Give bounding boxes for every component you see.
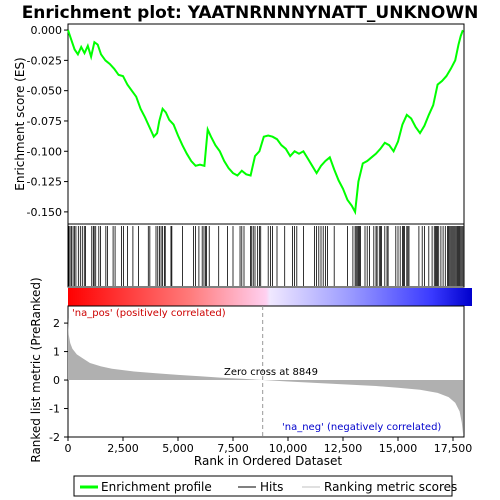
es-y-tick-label: -0.025 (27, 54, 62, 67)
es-y-tick-label: -0.100 (27, 145, 62, 158)
x-tick-label: 17,500 (434, 442, 473, 455)
enrichment-profile-line (67, 29, 464, 216)
x-tick-label: 0 (65, 442, 72, 455)
metric-y-tick-label: 1 (53, 346, 60, 359)
es-y-tick-label: -0.125 (27, 176, 62, 189)
metric-y-tick-label: 2 (53, 317, 60, 330)
negative-annotation: 'na_neg' (negatively correlated) (282, 422, 441, 433)
metric-y-axis-label: Ranked list metric (PreRanked) (29, 277, 43, 462)
metric-y-tick-label: -1 (49, 403, 60, 416)
legend-label-enrichment: Enrichment profile (101, 480, 212, 494)
metric-y-tick-label: 0 (53, 374, 60, 387)
zero-cross-label: Zero cross at 8849 (224, 367, 318, 378)
legend: Enrichment profile Hits Ranking metric s… (73, 475, 457, 497)
x-axis: 0 2,500 5,000 7,500 10,000 12,500 15,000 17,500 (65, 437, 473, 455)
correlation-band (68, 288, 472, 306)
es-y-tick-label: -0.075 (27, 115, 62, 128)
x-tick-label: 15,000 (379, 442, 418, 455)
x-tick-label: 5,000 (162, 442, 194, 455)
es-panel: 0.000 -0.025 -0.050 -0.075 -0.100 -0.125 -0.15… (13, 23, 465, 225)
legend-box (73, 475, 453, 497)
es-y-tick-label: 0.000 (31, 24, 63, 37)
es-y-axis-label: Enrichment score (ES) (13, 57, 27, 190)
es-plot-frame (67, 23, 465, 225)
x-tick-label: 2,500 (107, 442, 139, 455)
es-y-tick-label: -0.050 (27, 85, 62, 98)
es-y-tick-label: -0.150 (27, 206, 62, 219)
legend-label-hits: Hits (260, 480, 283, 494)
x-tick-label: 7,500 (217, 442, 249, 455)
hit-markers (68, 226, 464, 286)
positive-annotation: 'na_pos' (positively correlated) (72, 308, 226, 319)
color-band (68, 288, 472, 306)
metric-y-tick-label: -2 (49, 431, 60, 444)
legend-label-metric: Ranking metric scores (324, 480, 457, 494)
metric-panel: 2 1 0 -1 -2 'na_pos' (positively correlated)… (29, 277, 465, 463)
x-tick-label: 10,000 (269, 442, 308, 455)
metric-y-axis: 2 1 0 -1 -2 (49, 317, 68, 444)
hits-panel (67, 223, 465, 288)
x-axis-label: Rank in Ordered Dataset (194, 454, 342, 468)
chart-title: Enrichment plot: YAATNRNNNYNATT_UNKNOWN (22, 3, 479, 23)
x-tick-label: 12,500 (324, 442, 363, 455)
es-y-axis: 0.000 -0.025 -0.050 -0.075 -0.100 -0.125 -0.15… (27, 24, 68, 219)
ranking-metric-area (68, 317, 464, 435)
